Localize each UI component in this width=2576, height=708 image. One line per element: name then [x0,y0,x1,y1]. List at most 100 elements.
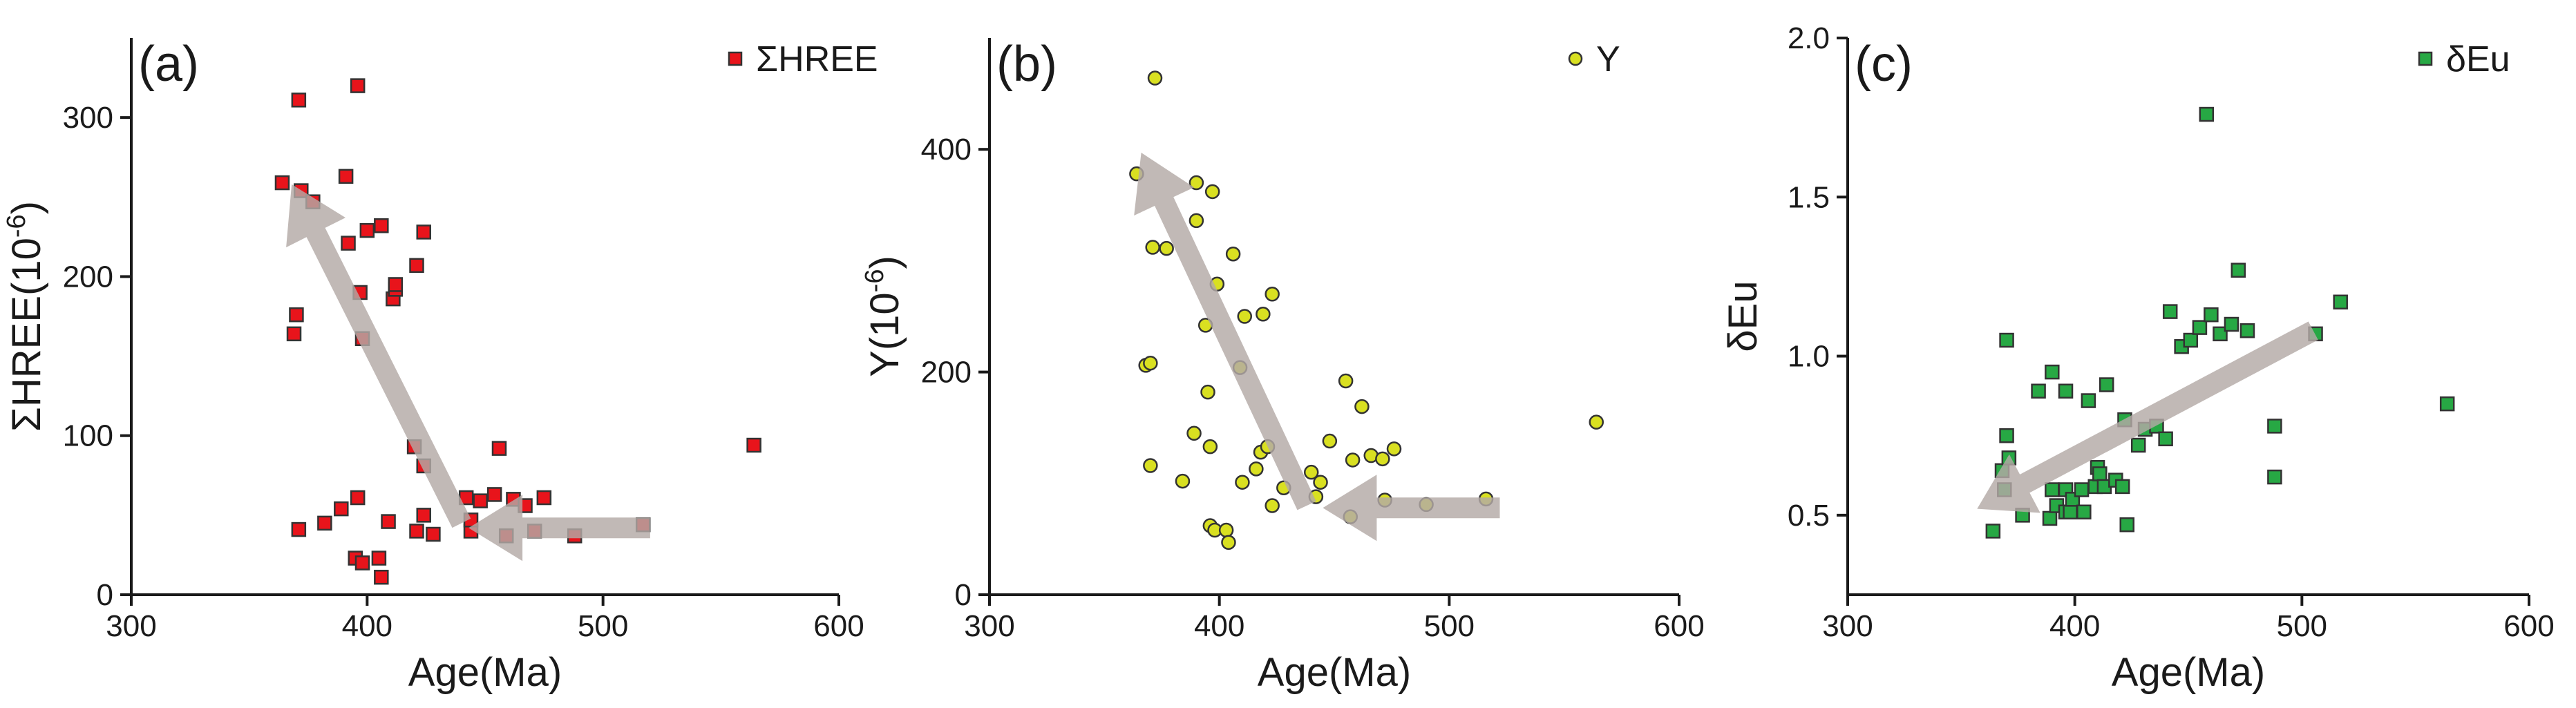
x-tick-label: 600 [1654,609,1704,643]
legend-label: ΣHREE [756,39,878,79]
data-point [2114,479,2130,495]
y-tick-label: 400 [921,133,972,166]
y-tick-label: 100 [63,419,113,453]
data-point [1256,307,1271,322]
data-point [1985,524,2001,539]
data-point [374,218,389,233]
trend-arrow [468,495,650,562]
data-point [2439,396,2455,412]
data-point [2239,323,2255,338]
data-point [1322,433,1338,449]
y-axis-label-close: ) [862,256,907,269]
data-point [2045,364,2060,380]
trend-arrow [1134,153,1316,510]
x-tick-label: 600 [813,609,864,643]
y-axis-label-exponent: -6 [2,214,31,238]
y-tick-label: 0.5 [1788,499,1830,533]
y-tick-label: 2.0 [1788,21,1830,55]
legend-marker [2418,51,2433,66]
data-point [746,437,761,453]
panel-3: 300 400 500 600 0.5 1.0 1.5 2.0 Age(Ma) δEu (c) δEu [1721,21,2555,695]
data-point [1143,355,1158,371]
legend-label: δEu [2446,39,2510,79]
data-point [1375,451,1390,467]
data-point [2045,482,2060,497]
data-point [1235,475,1250,490]
data-points [1129,70,1604,550]
data-point [2076,504,2092,520]
data-point [1225,246,1241,262]
y-axis-label-base: ΣHREE(10 [4,238,49,432]
data-point [1589,414,1604,430]
y-tick-label: 200 [921,356,972,390]
panel-label: (b) [996,37,1057,92]
panel-label: (a) [138,37,199,92]
data-point [1147,70,1163,86]
data-point [2031,383,2046,399]
x-axis-label: Age(Ma) [2112,650,2265,695]
data-point [473,493,488,508]
data-point [317,515,332,531]
data-point [1175,473,1191,489]
data-point [2074,482,2090,497]
data-point [1143,458,1158,473]
data-point [536,490,552,506]
data-point [1159,240,1174,256]
x-tick-label: 500 [578,609,628,643]
data-point [2267,469,2282,485]
data-point [1999,428,2014,443]
data-point [1999,332,2014,348]
data-point [374,569,389,585]
y-axis-label-base: Y(10 [862,292,907,377]
data-point [1345,452,1361,468]
x-tick-label: 300 [1822,609,1873,643]
data-point [286,326,302,342]
data-point [289,307,304,323]
trend-arrow [1977,321,2318,513]
data-point [338,169,354,184]
data-point [426,526,441,542]
y-tick-label: 200 [63,260,113,294]
trend-arrow [1323,475,1500,542]
x-tick-label: 400 [2049,609,2100,643]
x-axis-label: Age(Ma) [1258,650,1411,695]
y-axis-label-exponent: -6 [860,269,889,293]
data-point [2099,377,2114,392]
data-point [291,522,307,537]
data-point [1202,439,1218,455]
y-axis-label: δEu [1721,280,1765,352]
legend: δEu [2418,39,2510,79]
data-point [2183,332,2199,348]
data-point [291,93,307,108]
data-point [2204,307,2219,323]
x-axis-label: Age(Ma) [408,650,562,695]
data-point [341,236,356,251]
data-point [2058,383,2074,399]
data-point [1145,240,1160,255]
legend-label: Y [1596,39,1620,79]
panel-label: (c) [1855,37,1913,92]
data-point [2333,294,2348,310]
data-point [2192,320,2208,335]
data-point [350,78,366,93]
data-point [371,551,387,566]
data-point [409,524,424,539]
x-tick-label: 500 [1424,609,1475,643]
data-point [2158,431,2173,447]
data-point [1204,184,1220,200]
data-point [359,222,375,238]
data-point [1188,213,1204,229]
panel-2: 300 400 500 600 0 200 400 Age(Ma) Y(10-6) (b) Y [860,37,1705,695]
y-tick-label: 1.5 [1788,180,1830,214]
data-point [274,175,290,191]
data-point [354,555,370,571]
data-point [2042,510,2058,526]
data-point [2267,419,2282,434]
y-tick-label: 1.0 [1788,340,1830,374]
data-point [2130,437,2146,453]
data-point [1218,522,1234,538]
data-point [1188,175,1204,191]
data-point [491,441,507,456]
y-axis-label: ΣHREE(10-6) [2,201,49,432]
